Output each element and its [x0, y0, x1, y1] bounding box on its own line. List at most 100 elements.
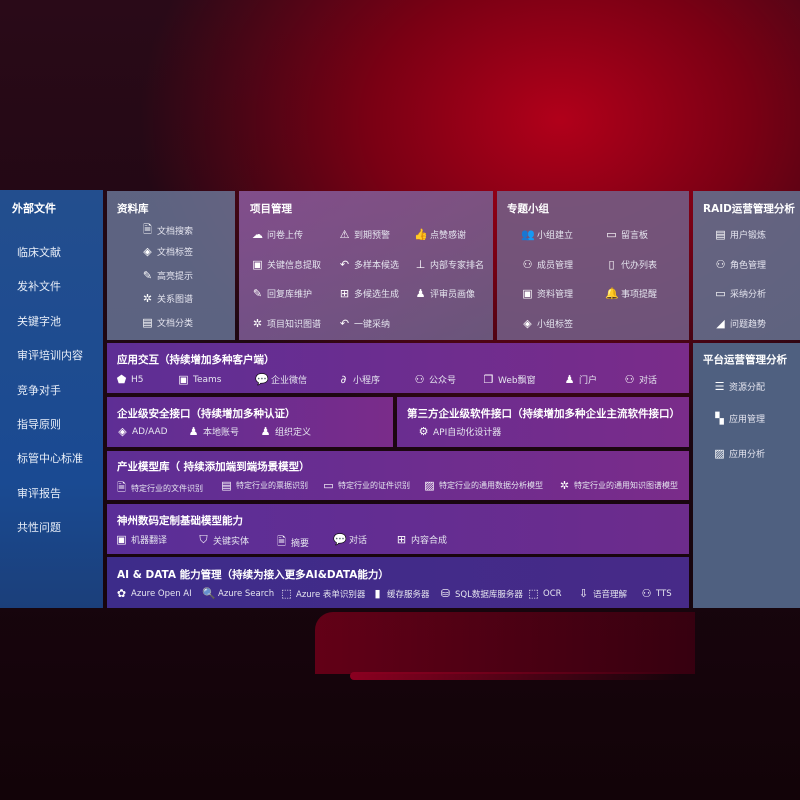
library-item[interactable]: ◈ 文档标签 [141, 245, 193, 258]
project-item[interactable]: ▣ 关键信息提取 [251, 258, 321, 271]
ai-data-item[interactable]: ⚇ TTS [640, 587, 672, 600]
item-label: Azure 表单识别器 [296, 589, 366, 600]
project-item[interactable]: ☁ 问卷上传 [251, 228, 303, 241]
library-item[interactable]: ✎ 高亮提示 [141, 269, 193, 282]
item-label: 本地账号 [203, 428, 240, 438]
group-panel: 专题小组 👥 小组建立 ▭ 留言板 ⚇ 成员管理 ▯ 代办列表 ▣ 资料管理 🔔 事项提醒 … [497, 191, 689, 340]
project-item[interactable]: 👍 点赞感谢 [414, 228, 466, 241]
project-item[interactable]: ↶ 多样本候选 [338, 258, 399, 271]
group-item[interactable]: 👥 小组建立 [521, 228, 573, 241]
project-item[interactable]: ✎ 回复库维护 [251, 287, 312, 300]
project-panel: 项目管理 ☁ 问卷上传 ⚠ 到期预警 👍 点赞感谢 ▣ 关键信息提取 ↶ 多样本候选 ⊥ 内… [239, 191, 493, 340]
item-label: 资源分配 [729, 383, 766, 393]
external-file-item[interactable]: 竞争对手 [17, 384, 61, 397]
panel-title: 产业模型库（ 持续添加端到端场景模型） [117, 461, 310, 473]
group-item[interactable]: ▣ 资料管理 [521, 287, 573, 300]
library-item[interactable]: ✲ 关系图谱 [141, 292, 193, 305]
interaction-item[interactable]: ♟ 门户 [563, 373, 597, 386]
platform-item[interactable]: ☰ 资源分配 [713, 380, 765, 393]
item-label: 特定行业的票据识别 [236, 481, 308, 490]
external-file-item[interactable]: 共性问题 [17, 521, 61, 534]
library-item[interactable]: 🗎 文档搜索 [141, 221, 193, 240]
project-item[interactable]: ↶ 一键采纳 [338, 317, 390, 330]
raid-item[interactable]: ▭ 采纳分析 [714, 287, 766, 300]
item-label: 多候选生成 [354, 290, 400, 300]
panel-title: 应用交互（持续增加多种客户端） [117, 354, 275, 366]
project-item[interactable]: ⚠ 到期预警 [338, 228, 390, 241]
extract-icon: ▣ [252, 258, 263, 271]
external-file-item[interactable]: 发补文件 [17, 280, 61, 293]
ai-data-item[interactable]: 🔍 Azure Search [202, 587, 274, 600]
pen-icon: ✎ [142, 269, 153, 282]
industry-item[interactable]: ✲ 特定行业的通用知识图谱模型 [558, 479, 678, 492]
platform-item[interactable]: ▨ 应用分析 [713, 447, 765, 460]
interaction-item[interactable]: ▣ Teams [177, 373, 221, 386]
item-label: 文档分类 [157, 319, 194, 329]
ai-data-item[interactable]: ⬚ OCR [527, 587, 561, 600]
search-icon: 🔍 [202, 587, 216, 600]
external-file-item[interactable]: 临床文献 [17, 246, 61, 259]
security-item[interactable]: ♟ 组织定义 [259, 425, 311, 438]
ad-icon: ◈ [118, 425, 127, 438]
chat-icon: ⚇ [624, 373, 635, 386]
raid-item[interactable]: ▤ 用户锻炼 [714, 228, 766, 241]
raid-panel: RAID运营管理分析 ▤ 用户锻炼 ⚇ 角色管理 ▭ 采纳分析 ◢ 问题趋势 [693, 191, 800, 340]
group-item[interactable]: 🔔 事项提醒 [605, 287, 657, 300]
item-label: H5 [131, 374, 144, 385]
interaction-item[interactable]: ⬟ H5 [115, 373, 144, 386]
project-item[interactable]: ♟ 评审员画像 [414, 287, 475, 300]
panel-title: 外部文件 [12, 202, 56, 215]
industry-item[interactable]: ▤ 特定行业的票据识别 [220, 479, 308, 492]
item-label: 应用管理 [729, 415, 766, 425]
item-label: 采纳分析 [730, 290, 767, 300]
project-item[interactable]: ⊥ 内部专家排名 [414, 258, 484, 271]
industry-item[interactable]: 🗎 特定行业的文件识别 [115, 479, 203, 498]
group-item[interactable]: ▭ 留言板 [605, 228, 648, 241]
project-item[interactable]: ⊞ 多候选生成 [338, 287, 399, 300]
raid-item[interactable]: ⚇ 角色管理 [714, 258, 766, 271]
teams-icon: ▣ [178, 373, 189, 386]
ai-data-item[interactable]: ⬚ Azure 表单识别器 [280, 587, 365, 600]
official-account-icon: ⚇ [414, 373, 425, 386]
group-item[interactable]: ◈ 小组标签 [521, 317, 573, 330]
external-file-item[interactable]: 关键字池 [17, 315, 61, 328]
industry-item[interactable]: ▭ 特定行业的证件识别 [322, 479, 410, 492]
base-model-item[interactable]: 💬 对话 [333, 533, 367, 546]
ai-data-item[interactable]: ⛁ SQL数据库服务器 [439, 587, 523, 600]
item-label: 门户 [579, 376, 598, 386]
ai-data-item[interactable]: ✿ Azure Open AI [115, 587, 192, 600]
interaction-item[interactable]: ∂ 小程序 [337, 373, 380, 386]
external-file-item[interactable]: 审评报告 [17, 487, 61, 500]
industry-item[interactable]: ▨ 特定行业的通用数据分析模型 [423, 479, 543, 492]
interaction-item[interactable]: ❐ Web飘窗 [482, 373, 536, 386]
security-item[interactable]: ♟ 本地账号 [187, 425, 239, 438]
base-model-item[interactable]: 🗎 摘要 [275, 533, 309, 552]
item-label: 多样本候选 [354, 261, 400, 271]
item-label: 评审员画像 [430, 290, 476, 300]
raid-item[interactable]: ◢ 问题趋势 [714, 317, 766, 330]
external-file-item[interactable]: 指导原则 [17, 418, 61, 431]
project-item[interactable]: ✲ 项目知识图谱 [251, 317, 321, 330]
file-icon: 🗎 [117, 481, 126, 494]
platform-item[interactable]: ▚ 应用管理 [713, 412, 765, 425]
thirdparty-item[interactable]: ⚙ API自动化设计器 [417, 425, 502, 438]
interaction-item[interactable]: 💬 企业微信 [255, 373, 307, 386]
group-item[interactable]: ⚇ 成员管理 [521, 258, 573, 271]
panel-title: 专题小组 [507, 203, 549, 215]
local-account-icon: ♟ [188, 425, 199, 438]
interaction-item[interactable]: ⚇ 对话 [623, 373, 657, 386]
security-item[interactable]: ◈ AD/AAD [116, 425, 167, 438]
ai-data-item[interactable]: ▮ 缓存服务器 [371, 587, 429, 600]
item-label: 组织定义 [275, 428, 312, 438]
item-label: 成员管理 [537, 261, 574, 271]
library-item[interactable]: ▤ 文档分类 [141, 316, 193, 329]
base-model-item[interactable]: ▣ 机器翻译 [115, 533, 167, 546]
base-model-item[interactable]: ⛉ 关键实体 [197, 533, 249, 547]
base-model-item[interactable]: ⊞ 内容合成 [395, 533, 447, 546]
panel-title: RAID运营管理分析 [703, 203, 795, 215]
group-item[interactable]: ▯ 代办列表 [605, 258, 657, 271]
external-file-item[interactable]: 审评培训内容 [17, 349, 83, 362]
external-file-item[interactable]: 标管中心标准 [17, 452, 83, 465]
ai-data-item[interactable]: ⇩ 语音理解 [577, 587, 627, 600]
interaction-item[interactable]: ⚇ 公众号 [413, 373, 456, 386]
